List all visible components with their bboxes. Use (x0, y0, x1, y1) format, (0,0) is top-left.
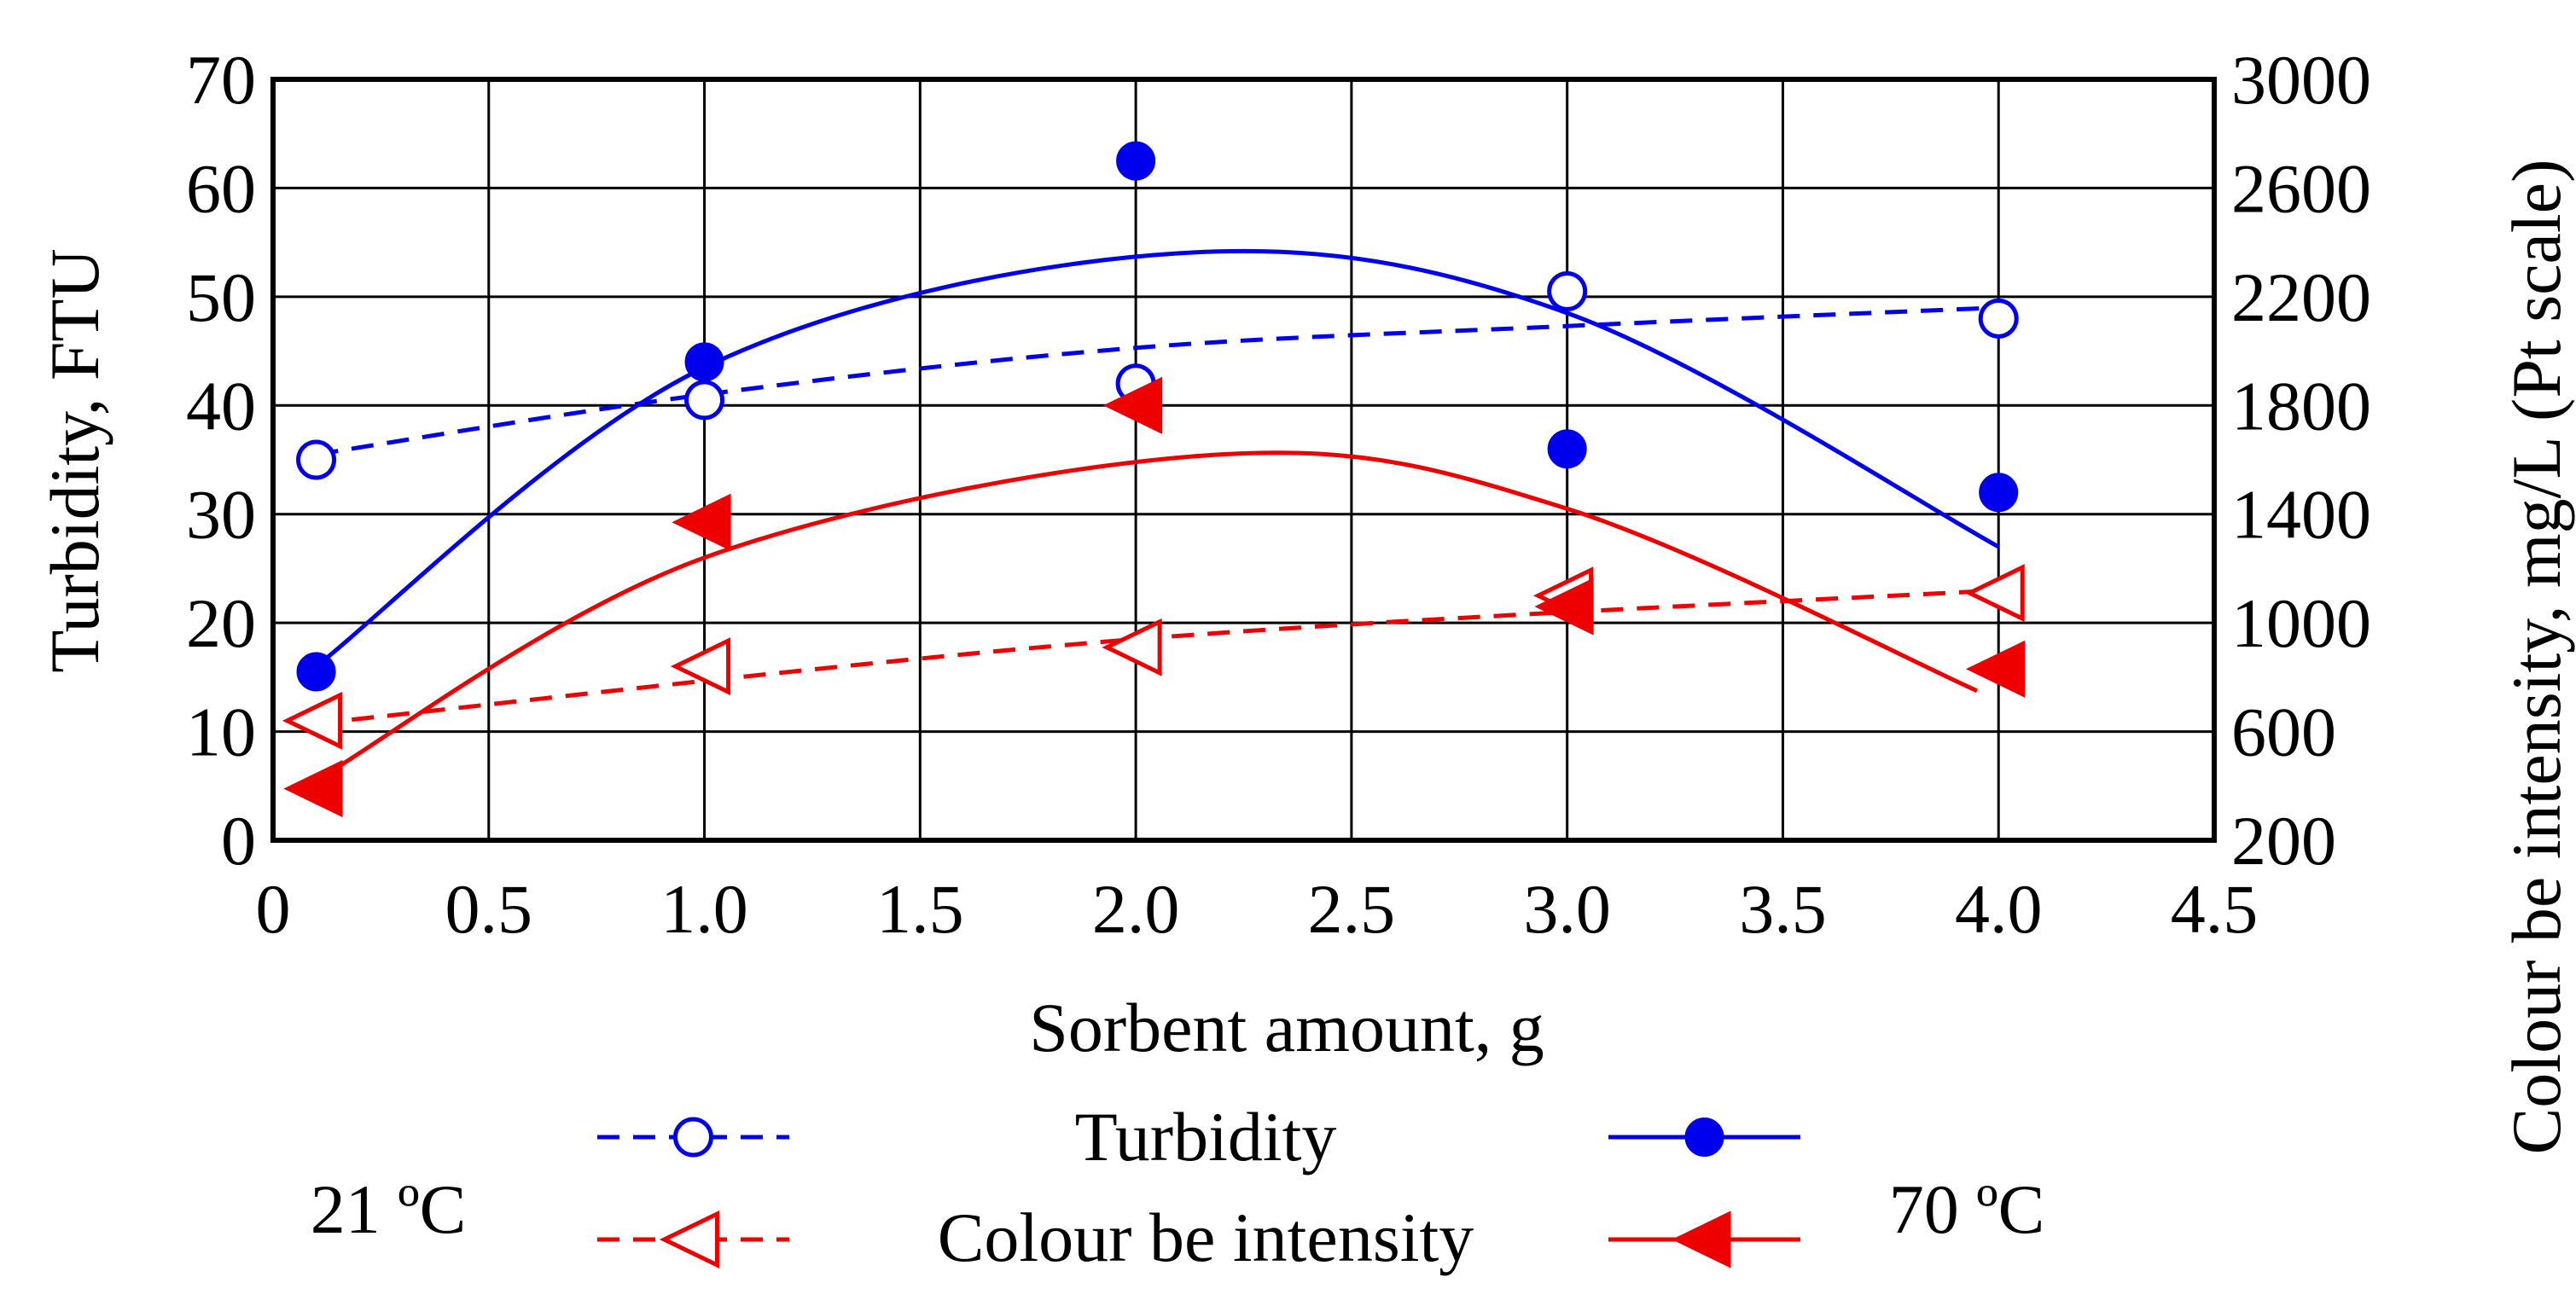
legend: 21 ºC 70 ºC Turbidity Colour be intensit… (311, 1098, 2045, 1276)
y-left-tick-label: 20 (186, 584, 256, 662)
legend-row-label-turbidity: Turbidity (1075, 1098, 1337, 1176)
x-tick-label: 1.5 (876, 870, 964, 948)
y-right-tick-label: 3000 (2231, 41, 2371, 119)
trend-line-series-0 (316, 305, 1999, 457)
data-point-series-0 (296, 439, 337, 480)
y-left-tick-label: 40 (186, 367, 256, 444)
data-point-series-0 (684, 380, 725, 421)
y-right-tick-label: 200 (2231, 802, 2336, 880)
grid-lines (273, 79, 2214, 840)
y-left-tick-label: 50 (186, 258, 256, 336)
x-tick-label: 2.0 (1092, 870, 1180, 948)
y-right-tick-label: 1400 (2231, 476, 2371, 554)
x-axis-label: Sorbent amount, g (1029, 989, 1544, 1066)
data-point-series-1 (1979, 473, 2019, 513)
data-point-series-3 (1534, 578, 1594, 636)
data-point-series-2 (1102, 618, 1162, 676)
data-point-series-1 (1547, 429, 1587, 469)
data-point-series-2 (1964, 564, 2025, 623)
data-point-series-3 (672, 493, 731, 551)
x-tick-labels: 0 0.5 1.0 1.5 2.0 2.5 3.0 3.5 4.0 4.5 (256, 870, 2259, 948)
legend-marker-sample (673, 1117, 713, 1158)
legend-marker-sample (1672, 1210, 1731, 1268)
y-left-tick-labels: 0 10 20 30 40 50 60 70 (186, 41, 256, 880)
data-point-series-2 (670, 637, 731, 696)
x-tick-label: 1.0 (660, 870, 748, 948)
legend-left-label: 21 ºC (311, 1170, 467, 1248)
data-point-series-1 (1116, 141, 1156, 181)
y-right-tick-label: 1000 (2231, 584, 2371, 662)
data-point-series-0 (1547, 270, 1588, 311)
y-left-tick-label: 30 (186, 476, 256, 554)
data-point-series-1 (684, 342, 724, 382)
data-point-series-3 (1102, 376, 1163, 434)
data-point-series-0 (1978, 298, 2019, 339)
x-tick-label: 4.5 (2171, 870, 2259, 948)
trend-lines (315, 248, 2000, 783)
y-right-tick-label: 2200 (2231, 258, 2371, 336)
data-markers (282, 141, 2026, 818)
x-tick-label: 2.5 (1308, 870, 1396, 948)
data-point-series-3 (283, 759, 343, 818)
legend-marker-sample (659, 1210, 719, 1268)
x-tick-label: 3.0 (1523, 870, 1611, 948)
trend-line-series-1 (315, 248, 2000, 669)
y-right-axis-label: Colour be intensity, mg/L (Pt scale) (2497, 160, 2575, 1155)
legend-right-label: 70 ºC (1889, 1170, 2045, 1248)
y-right-tick-label: 2600 (2231, 149, 2371, 227)
legend-marker-sample (1684, 1118, 1724, 1157)
legend-samples (597, 1117, 1800, 1268)
y-right-tick-label: 600 (2231, 694, 2336, 771)
y-left-tick-label: 10 (186, 694, 256, 771)
y-left-tick-label: 0 (221, 802, 256, 880)
data-point-series-3 (1965, 640, 2026, 698)
y-left-axis-label: Turbidity, FTU (36, 248, 113, 672)
y-left-tick-label: 60 (186, 149, 256, 227)
x-tick-label: 4.0 (1955, 870, 2043, 948)
y-right-tick-label: 1800 (2231, 367, 2371, 444)
plot-area-frame (270, 77, 2217, 843)
x-tick-label: 0.5 (445, 870, 533, 948)
y-right-tick-labels: 200 600 1000 1400 1800 2200 2600 3000 (2231, 41, 2371, 880)
y-left-tick-label: 70 (186, 41, 256, 119)
trend-line-series-2 (316, 588, 1999, 726)
data-point-series-2 (282, 691, 343, 750)
x-tick-label: 3.5 (1739, 870, 1827, 948)
legend-row-label-colour: Colour be intensity (938, 1199, 1474, 1276)
data-point-series-1 (296, 652, 336, 692)
x-tick-label: 0 (256, 870, 291, 948)
trend-line-series-3 (315, 450, 1978, 783)
